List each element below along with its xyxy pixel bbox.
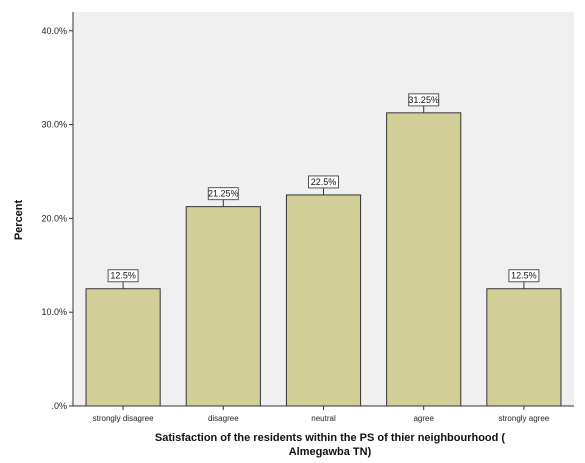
x-tick-label: agree — [413, 414, 434, 423]
data-label: 21.25% — [208, 189, 239, 199]
data-label: 12.5% — [511, 271, 537, 281]
x-tick-label: disagree — [208, 414, 239, 423]
bars: 12.5% 21.25% 22.5% 31.25% 12.5% — [85, 93, 562, 407]
bar — [185, 206, 261, 407]
x-tick-label: neutral — [311, 414, 336, 423]
y-tick-label: 20.0% — [41, 213, 67, 223]
data-label-box — [107, 269, 139, 283]
bar — [85, 288, 161, 407]
y-axis: .0% 10.0% 20.0% 30.0% 40.0% — [41, 12, 74, 411]
x-axis-title-line-1: Satisfaction of the residents within the… — [155, 432, 506, 444]
data-label-box — [408, 93, 440, 107]
data-label: 12.5% — [110, 271, 136, 281]
bar — [386, 112, 462, 407]
bar — [285, 194, 362, 407]
data-label: 31.25% — [408, 95, 439, 105]
data-label: 22.5% — [311, 177, 337, 187]
data-label-box — [308, 175, 339, 189]
x-axis-title-line-2: Almegawba TN) — [289, 446, 372, 458]
y-tick-label: .0% — [51, 401, 67, 411]
bar — [486, 288, 562, 407]
y-axis-title: Percent — [13, 199, 25, 240]
x-tick-label: strongly agree — [499, 414, 550, 423]
data-label-box — [207, 187, 239, 201]
y-tick-label: 30.0% — [41, 120, 67, 130]
x-tick-label: strongly disagree — [93, 414, 154, 423]
x-axis: strongly disagree disagree neutral agree str… — [73, 405, 574, 423]
y-tick-label: 10.0% — [41, 307, 67, 317]
y-tick-label: 40.0% — [41, 26, 67, 36]
data-label-box — [508, 269, 540, 283]
